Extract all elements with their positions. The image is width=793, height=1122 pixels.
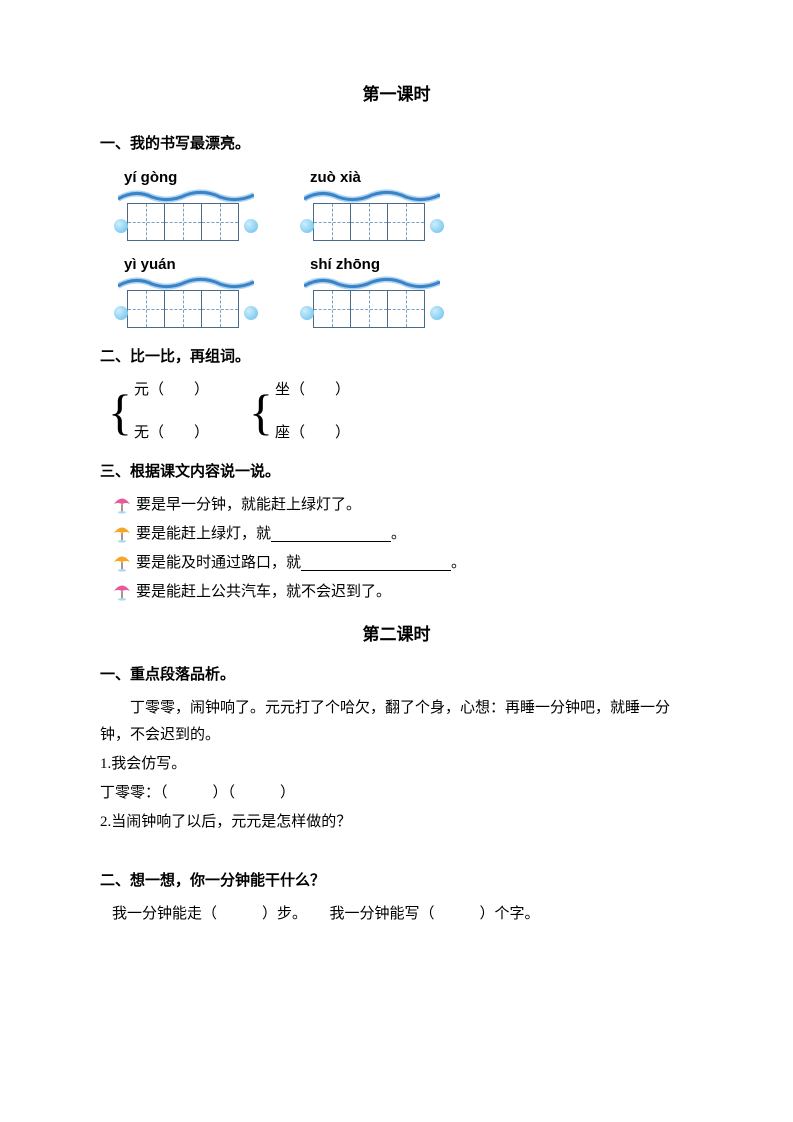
sentence-line: 要是能及时通过路口，就 。 [112,550,693,577]
bracket-group: { 元（ ） 无（ ） [108,377,209,447]
writing-grid [118,189,254,245]
sentence-suffix: 。 [391,521,406,548]
bracket-group: { 坐（ ） 座（ ） [249,377,350,447]
l2-section2-heading: 二、想一想，你一分钟能干什么？ [100,868,693,895]
pinyin-row-2: yì yuán shí zhōng [118,251,693,332]
wave-decoration [118,189,254,203]
pinyin-block: yì yuán [118,251,254,332]
sentence-text: 要是早一分钟，就能赶上绿灯了。 [136,492,361,519]
compare-row: { 元（ ） 无（ ） { 坐（ ） 座（ ） [108,377,693,447]
pinyin-text: yì yuán [124,251,176,278]
sentence-line: 要是能赶上绿灯，就 。 [112,521,693,548]
sentence-suffix: 。 [451,550,466,577]
l2-section2-line: 我一分钟能走（ ）步。 我一分钟能写（ ）个字。 [112,901,693,928]
umbrella-icon [112,496,132,514]
lesson2-title: 第二课时 [100,620,693,651]
sentence-prefix: 要是能及时通过路口，就 [136,550,301,577]
compare-bottom: 无（ ） [134,420,209,447]
compare-bottom: 座（ ） [275,420,350,447]
lesson1-title: 第一课时 [100,80,693,111]
pinyin-text: zuò xià [310,164,361,191]
section3-heading: 三、根据课文内容说一说。 [100,459,693,486]
pinyin-text: shí zhōng [310,251,380,278]
sentence-prefix: 要是能赶上绿灯，就 [136,521,271,548]
section2-heading: 二、比一比，再组词。 [100,344,693,371]
umbrella-icon [112,583,132,601]
sentence-text: 要是能赶上公共汽车，就不会迟到了。 [136,579,391,606]
pinyin-block: shí zhōng [304,251,440,332]
writing-grid [304,189,440,245]
section1-heading: 一、我的书写最漂亮。 [100,131,693,158]
fill-blank[interactable] [301,556,451,571]
fill-blank[interactable] [271,527,391,542]
writing-grid [118,276,254,332]
left-brace-icon: { [108,382,132,442]
pinyin-block: yí gòng [118,164,254,245]
writing-grid [304,276,440,332]
sentence-line: 要是早一分钟，就能赶上绿灯了。 [112,492,693,519]
pinyin-text: yí gòng [124,164,177,191]
sentence-line: 要是能赶上公共汽车，就不会迟到了。 [112,579,693,606]
pinyin-block: zuò xià [304,164,440,245]
left-brace-icon: { [249,382,273,442]
q1-label: 1.我会仿写。 [100,751,693,778]
pinyin-row-1: yí gòng zuò xià [118,164,693,245]
l2-section1-heading: 一、重点段落品析。 [100,662,693,689]
passage-text: 丁零零，闹钟响了。元元打了个哈欠，翻了个身，心想：再睡一分钟吧，就睡一分钟，不会… [100,695,693,749]
umbrella-icon [112,554,132,572]
q1-line: 丁零零：（ ）（ ） [100,780,693,807]
q2-text: 2.当闹钟响了以后，元元是怎样做的？ [100,809,693,836]
compare-top: 坐（ ） [275,377,350,404]
umbrella-icon [112,525,132,543]
compare-top: 元（ ） [134,377,209,404]
